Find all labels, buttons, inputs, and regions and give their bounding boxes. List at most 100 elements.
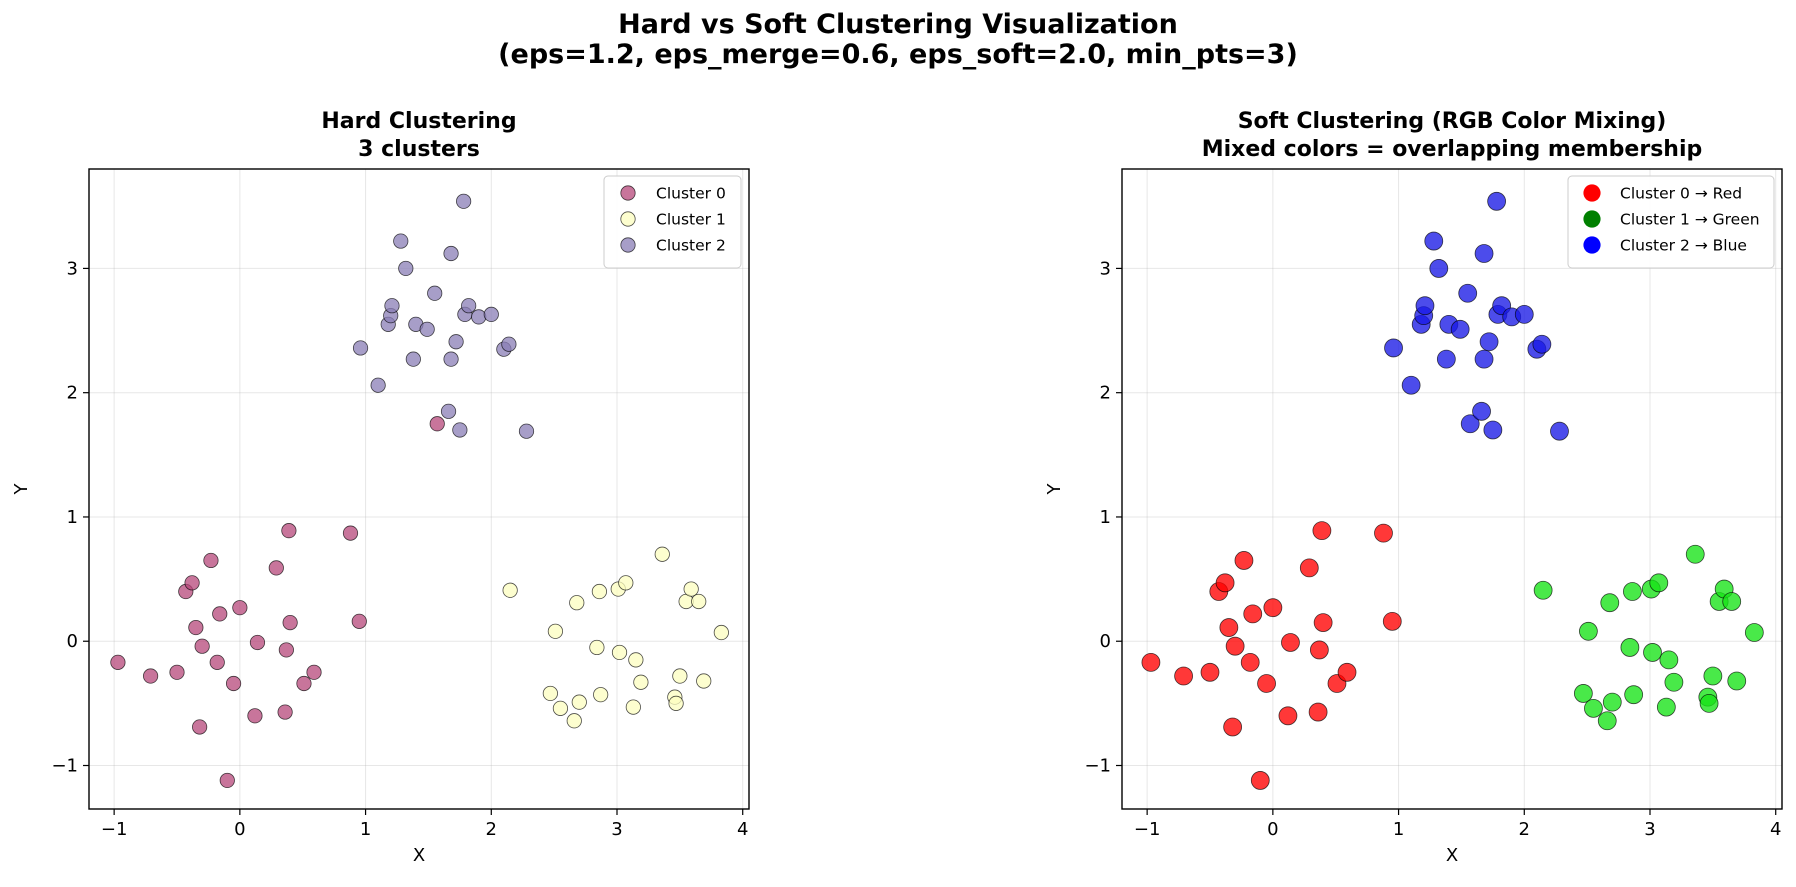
x-tick-label: 1 [360, 819, 371, 840]
data-point [461, 298, 477, 314]
data-point [1744, 623, 1764, 642]
data-point [1337, 662, 1357, 682]
data-point [184, 575, 200, 591]
y-tick-label: 1 [67, 507, 78, 528]
data-point [393, 233, 409, 249]
data-point [1460, 414, 1480, 434]
data-point [306, 664, 322, 680]
data-point [1514, 304, 1534, 324]
legend-label: Cluster 0 [656, 185, 726, 203]
data-point [443, 351, 459, 367]
data-point [1234, 551, 1254, 570]
data-point [448, 334, 464, 350]
x-tick-label: 4 [1770, 819, 1781, 840]
data-point [589, 639, 605, 656]
data-point [1278, 706, 1298, 726]
data-point [352, 340, 369, 356]
data-point [1415, 296, 1435, 316]
data-point [110, 654, 126, 670]
data-point [542, 685, 558, 702]
data-point [1309, 640, 1329, 660]
data-point [1584, 698, 1603, 718]
data-point [1215, 573, 1235, 593]
axes-frame [88, 168, 750, 810]
data-point [1401, 375, 1421, 395]
y-tick-label: 3 [1100, 258, 1111, 279]
data-point [502, 582, 518, 598]
suptitle-line-1: Hard vs Soft Clustering Visualization [618, 9, 1178, 40]
data-point [209, 654, 225, 670]
data-point [456, 193, 472, 209]
data-point [1312, 521, 1332, 541]
data-point [277, 704, 293, 720]
x-tick-label: 0 [1267, 819, 1278, 840]
data-point [281, 523, 297, 539]
data-point [1643, 643, 1662, 662]
data-point [1257, 674, 1276, 693]
data-point [1424, 231, 1444, 251]
data-point [194, 638, 210, 654]
data-point [268, 560, 284, 576]
data-point [452, 422, 468, 438]
data-point [1573, 684, 1593, 703]
legend-marker [620, 237, 636, 253]
data-point [203, 552, 219, 569]
data-point [247, 708, 263, 724]
y-axis-label: Y [11, 483, 32, 496]
data-point [169, 664, 185, 680]
data-point [1458, 283, 1478, 303]
data-point [668, 695, 684, 711]
data-point [1223, 717, 1243, 737]
axes-frame [1121, 168, 1783, 810]
data-point [1483, 420, 1503, 440]
data-point [1263, 598, 1283, 618]
data-point [696, 673, 712, 689]
y-tick-label: 1 [1100, 507, 1111, 528]
data-point [429, 416, 445, 432]
y-tick-label: 2 [1100, 383, 1111, 404]
data-point [1281, 633, 1300, 652]
y-tick-label: 0 [67, 631, 78, 652]
data-point [1243, 604, 1263, 624]
legend-box [603, 175, 742, 269]
data-point [1624, 685, 1644, 705]
data-point [249, 634, 266, 651]
data-point [342, 525, 359, 541]
subplot-title-line: Soft Clustering (RGB Color Mixing) [1238, 109, 1667, 134]
data-point [1699, 693, 1719, 713]
data-point [1474, 349, 1494, 369]
legend-label: Cluster 1 [656, 211, 726, 229]
legend-marker [620, 211, 636, 227]
data-point [225, 675, 242, 692]
data-point [1487, 191, 1507, 211]
data-point [1240, 652, 1260, 672]
data-point [1649, 573, 1669, 593]
x-tick-label: 0 [234, 819, 245, 840]
data-point [440, 403, 457, 419]
data-point [1659, 650, 1679, 670]
subplot-title-line: Hard Clustering [321, 109, 516, 134]
y-tick-label: 0 [1100, 631, 1111, 652]
data-point [1656, 697, 1676, 717]
figure-suptitle: Hard vs Soft Clustering Visualization (e… [0, 10, 1796, 70]
data-point [1374, 523, 1393, 543]
y-tick-label: 2 [67, 383, 78, 404]
x-tick-label: 2 [1519, 819, 1530, 840]
legend-marker [1583, 210, 1601, 228]
data-point [1623, 582, 1642, 601]
legend-label: Cluster 2 → Blue [1620, 237, 1747, 255]
data-point [1436, 349, 1456, 369]
x-tick-label: −1 [1134, 819, 1161, 840]
data-point [370, 377, 386, 393]
data-point [1450, 319, 1470, 339]
data-point [483, 306, 499, 322]
x-tick-label: −1 [101, 819, 128, 840]
data-point [384, 298, 400, 314]
data-point [143, 668, 159, 684]
data-point [571, 694, 587, 710]
data-point [566, 713, 582, 729]
legend-marker [620, 185, 636, 201]
data-point [593, 687, 609, 703]
data-point [1382, 611, 1402, 631]
